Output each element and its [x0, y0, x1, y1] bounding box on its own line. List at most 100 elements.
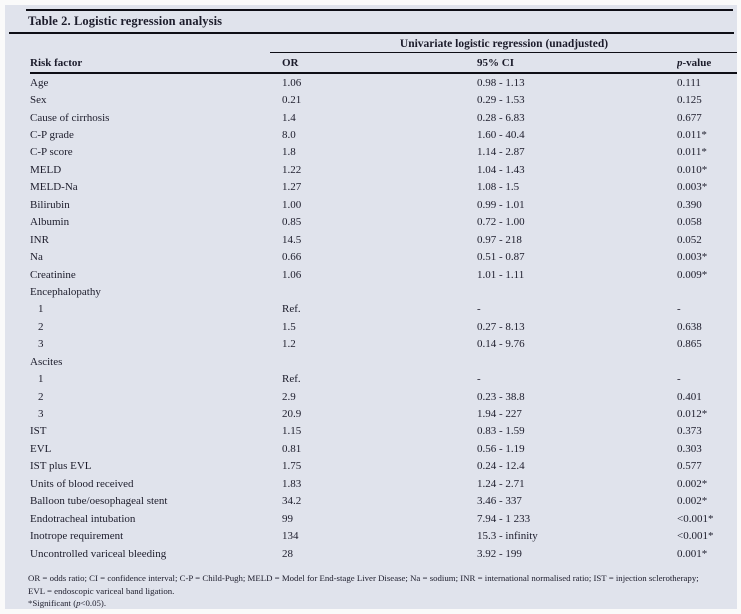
logistic-regression-table: Univariate logistic regression (unadjust… — [30, 34, 737, 562]
or-cell: 1.83 — [282, 477, 302, 490]
risk-factor-cell: 3 — [38, 338, 44, 351]
ci-cell — [477, 283, 677, 300]
risk-factor-cell: MELD — [30, 163, 62, 176]
ci-cell — [477, 353, 677, 370]
risk-factor-cell: IST — [30, 425, 47, 438]
p-value-cell: 0.002* — [677, 495, 708, 508]
risk-factor-cell: INR — [30, 233, 49, 246]
risk-factor-cell: Albumin — [30, 216, 70, 229]
table-row: Encephalopathy — [30, 283, 737, 300]
ci-cell: 0.29 - 1.53 — [477, 94, 525, 107]
p-value-cell — [677, 353, 737, 370]
p-value-cell — [677, 283, 737, 300]
or-cell: Ref. — [282, 373, 301, 386]
or-cell: 1.75 — [282, 460, 302, 473]
ci-cell: 1.04 - 1.43 — [477, 163, 525, 176]
ci-cell: 0.99 - 1.01 — [477, 198, 525, 211]
ci-cell: 1.60 - 40.4 — [477, 129, 525, 142]
risk-factor-cell: Bilirubin — [30, 198, 70, 211]
ci-cell: 3.92 - 199 — [477, 547, 522, 560]
ci-cell: 0.97 - 218 — [477, 233, 522, 246]
ci-cell: 7.94 - 1 233 — [477, 512, 531, 525]
or-cell: 34.2 — [282, 495, 302, 508]
or-cell: 1.15 — [282, 425, 302, 438]
or-cell: 1.00 — [282, 198, 302, 211]
table-row: Balloon tube/oesophageal stent 34.2 3.46… — [30, 493, 737, 510]
p-value-cell: 0.052 — [677, 233, 702, 246]
p-value-cell: 0.001* — [677, 547, 708, 560]
or-cell: 1.06 — [282, 76, 302, 89]
or-cell: 1.8 — [282, 146, 296, 159]
or-cell — [270, 283, 477, 300]
footnote-abbreviations-line2: EVL = endoscopic variceal band ligation. — [28, 585, 175, 596]
p-value-cell: 0.003* — [677, 251, 708, 264]
table-panel: Table 2. Logistic regression analysis Un… — [5, 5, 737, 609]
p-value-cell: - — [677, 303, 681, 316]
ci-cell: 15.3 - infinity — [477, 530, 538, 543]
p-value-cell: 0.373 — [677, 425, 702, 438]
risk-factor-cell: Na — [30, 251, 43, 264]
p-value-cell: 0.002* — [677, 477, 708, 490]
p-value-rest: -value — [682, 57, 712, 69]
table-row: 2 2.9 0.23 - 38.8 0.401 — [30, 388, 737, 405]
p-value-cell: 0.058 — [677, 216, 702, 229]
or-cell: 0.66 — [282, 251, 302, 264]
risk-factor-cell: C-P score — [30, 146, 73, 159]
p-value-cell: 0.677 — [677, 111, 702, 124]
risk-factor-cell: MELD-Na — [30, 181, 78, 194]
risk-factor-cell: Cause of cirrhosis — [30, 111, 110, 124]
or-cell: 20.9 — [282, 408, 302, 421]
span-header-row: Univariate logistic regression (unadjust… — [30, 34, 737, 53]
p-value-cell: 0.390 — [677, 198, 702, 211]
table-row: Units of blood received 1.83 1.24 - 2.71… — [30, 475, 737, 492]
or-cell: 0.85 — [282, 216, 302, 229]
ci-cell: - — [477, 303, 481, 316]
risk-factor-cell: Units of blood received — [30, 477, 134, 490]
or-cell: 1.27 — [282, 181, 302, 194]
table-row: Sex 0.21 0.29 - 1.53 0.125 — [30, 91, 737, 108]
or-cell: 1.4 — [282, 111, 296, 124]
table-row: MELD-Na 1.27 1.08 - 1.5 0.003* — [30, 179, 737, 196]
span-header-spacer — [30, 34, 270, 53]
table-body: Age 1.06 0.98 - 1.13 0.111 Sex 0.21 0.29… — [30, 73, 737, 562]
ci-cell: 1.08 - 1.5 — [477, 181, 520, 194]
table-row: 1 Ref. - - — [30, 301, 737, 318]
table-row: 3 20.9 1.94 - 227 0.012* — [30, 405, 737, 422]
p-value-cell: 0.011* — [677, 129, 707, 142]
p-value-cell: 0.003* — [677, 181, 708, 194]
table-row: 3 1.2 0.14 - 9.76 0.865 — [30, 336, 737, 353]
ci-cell: 1.01 - 1.11 — [477, 268, 525, 281]
or-cell: 134 — [282, 530, 299, 543]
risk-factor-cell: Creatinine — [30, 268, 76, 281]
ci-cell: 0.27 - 8.13 — [477, 320, 525, 333]
significance-prefix: *Significant ( — [28, 598, 77, 609]
or-cell: 1.5 — [282, 320, 296, 333]
risk-factor-cell: Endotracheal intubation — [30, 512, 136, 525]
risk-factor-cell: 3 — [38, 408, 44, 421]
footnote-significance: *Significant (p<0.05). — [28, 597, 729, 609]
or-cell: 28 — [282, 547, 293, 560]
ci-cell: 0.98 - 1.13 — [477, 76, 525, 89]
table-row: 1 Ref. - - — [30, 370, 737, 387]
or-cell: 8.0 — [282, 129, 296, 142]
or-cell: 1.06 — [282, 268, 302, 281]
ci-cell: 0.51 - 0.87 — [477, 251, 525, 264]
risk-factor-cell: Uncontrolled variceal bleeding — [30, 547, 167, 560]
table-row: IST plus EVL 1.75 0.24 - 12.4 0.577 — [30, 458, 737, 475]
column-header-or: OR — [270, 52, 477, 74]
risk-factor-cell: EVL — [30, 442, 52, 455]
footnotes: OR = odds ratio; CI = confidence interva… — [28, 572, 729, 609]
table-title: Table 2. Logistic regression analysis — [28, 13, 223, 28]
significance-suffix: <0.05). — [80, 598, 107, 609]
risk-factor-cell: 2 — [38, 320, 44, 333]
table-row: Creatinine 1.06 1.01 - 1.11 0.009* — [30, 266, 737, 283]
or-cell: 14.5 — [282, 233, 302, 246]
table-row: Cause of cirrhosis 1.4 0.28 - 6.83 0.677 — [30, 109, 737, 126]
or-cell: Ref. — [282, 303, 301, 316]
p-value-cell: 0.012* — [677, 408, 708, 421]
ci-cell: 0.14 - 9.76 — [477, 338, 525, 351]
risk-factor-cell: Ascites — [30, 355, 63, 368]
column-header-p-value: p-value — [677, 52, 737, 74]
table-row: 2 1.5 0.27 - 8.13 0.638 — [30, 318, 737, 335]
risk-factor-cell: Inotrope requirement — [30, 530, 124, 543]
